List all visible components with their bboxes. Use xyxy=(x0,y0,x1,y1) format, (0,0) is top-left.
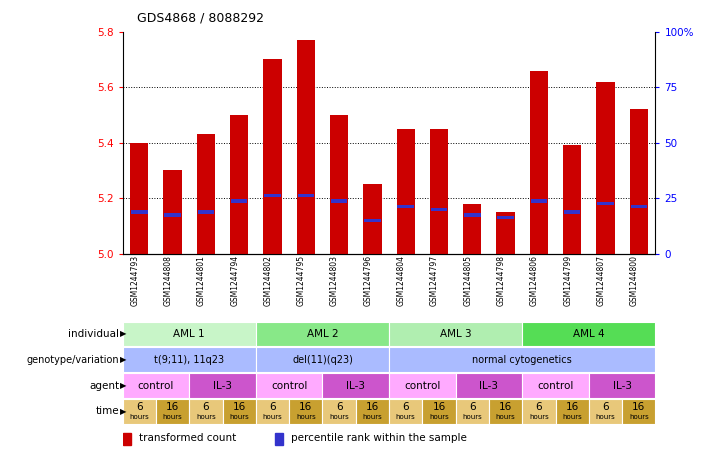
Bar xyxy=(131,210,148,214)
Bar xyxy=(430,207,447,211)
Bar xyxy=(530,71,548,254)
Text: ▶: ▶ xyxy=(120,329,126,338)
Bar xyxy=(564,210,580,214)
Text: ▶: ▶ xyxy=(120,407,126,416)
Text: hours: hours xyxy=(496,414,515,420)
Bar xyxy=(629,110,648,254)
Bar xyxy=(397,205,414,208)
Text: ▶: ▶ xyxy=(120,381,126,390)
FancyBboxPatch shape xyxy=(123,433,132,444)
Text: 16: 16 xyxy=(233,402,246,412)
Text: hours: hours xyxy=(396,414,416,420)
Bar xyxy=(463,204,482,254)
Text: hours: hours xyxy=(163,414,182,420)
Text: 16: 16 xyxy=(433,402,446,412)
Text: control: control xyxy=(538,381,573,390)
Text: IL-3: IL-3 xyxy=(213,381,232,390)
Bar xyxy=(163,170,182,254)
Text: 16: 16 xyxy=(366,402,379,412)
Text: AML 4: AML 4 xyxy=(573,329,605,339)
Text: hours: hours xyxy=(296,414,315,420)
Bar xyxy=(464,213,481,217)
Text: IL-3: IL-3 xyxy=(613,381,632,390)
Bar xyxy=(531,199,547,202)
Bar xyxy=(597,82,615,254)
Text: GDS4868 / 8088292: GDS4868 / 8088292 xyxy=(137,11,264,24)
Bar xyxy=(364,219,381,222)
Text: 6: 6 xyxy=(336,402,342,412)
Bar xyxy=(198,210,215,214)
Text: hours: hours xyxy=(529,414,549,420)
Bar xyxy=(597,202,614,205)
Text: del(11)(q23): del(11)(q23) xyxy=(292,355,353,365)
Text: genotype/variation: genotype/variation xyxy=(27,355,119,365)
Text: AML 1: AML 1 xyxy=(173,329,205,339)
Bar xyxy=(164,213,181,217)
Bar xyxy=(331,199,348,202)
Text: AML 2: AML 2 xyxy=(306,329,339,339)
Text: t(9;11), 11q23: t(9;11), 11q23 xyxy=(154,355,224,365)
Text: hours: hours xyxy=(463,414,482,420)
Bar xyxy=(330,115,348,254)
Text: 16: 16 xyxy=(499,402,512,412)
Text: IL-3: IL-3 xyxy=(479,381,498,390)
Bar xyxy=(231,199,247,202)
Text: hours: hours xyxy=(196,414,216,420)
Text: individual: individual xyxy=(68,329,119,339)
Text: 6: 6 xyxy=(402,402,409,412)
Text: AML 3: AML 3 xyxy=(440,329,472,339)
Bar xyxy=(430,129,448,254)
Bar xyxy=(264,59,282,254)
Text: IL-3: IL-3 xyxy=(346,381,365,390)
Text: 6: 6 xyxy=(269,402,275,412)
Text: control: control xyxy=(404,381,440,390)
Text: 16: 16 xyxy=(299,402,313,412)
Text: time: time xyxy=(95,406,119,416)
Bar xyxy=(496,212,515,254)
Text: control: control xyxy=(138,381,174,390)
Bar xyxy=(497,216,514,219)
Text: hours: hours xyxy=(562,414,582,420)
FancyBboxPatch shape xyxy=(275,433,283,444)
Bar xyxy=(630,205,647,208)
Bar xyxy=(197,135,215,254)
Text: 16: 16 xyxy=(632,402,646,412)
Text: 16: 16 xyxy=(166,402,179,412)
Text: normal cytogenetics: normal cytogenetics xyxy=(472,355,572,365)
Text: ▶: ▶ xyxy=(120,355,126,364)
Text: 16: 16 xyxy=(566,402,579,412)
Text: 6: 6 xyxy=(203,402,209,412)
Bar xyxy=(264,194,281,197)
Bar xyxy=(363,184,381,254)
Text: transformed count: transformed count xyxy=(139,433,237,443)
Bar xyxy=(230,115,248,254)
Text: 6: 6 xyxy=(536,402,542,412)
Text: agent: agent xyxy=(89,381,119,390)
Text: 6: 6 xyxy=(469,402,475,412)
Text: hours: hours xyxy=(329,414,349,420)
Text: hours: hours xyxy=(429,414,449,420)
Text: percentile rank within the sample: percentile rank within the sample xyxy=(292,433,467,443)
Text: hours: hours xyxy=(130,414,149,420)
Text: control: control xyxy=(271,381,307,390)
Bar xyxy=(297,194,314,197)
Text: hours: hours xyxy=(362,414,382,420)
Bar xyxy=(297,40,315,254)
Bar xyxy=(563,145,581,254)
Text: hours: hours xyxy=(596,414,615,420)
Text: hours: hours xyxy=(629,414,648,420)
Text: 6: 6 xyxy=(136,402,142,412)
Text: hours: hours xyxy=(229,414,249,420)
Bar xyxy=(397,129,415,254)
Text: hours: hours xyxy=(263,414,283,420)
Text: 6: 6 xyxy=(602,402,608,412)
Bar xyxy=(130,143,149,254)
